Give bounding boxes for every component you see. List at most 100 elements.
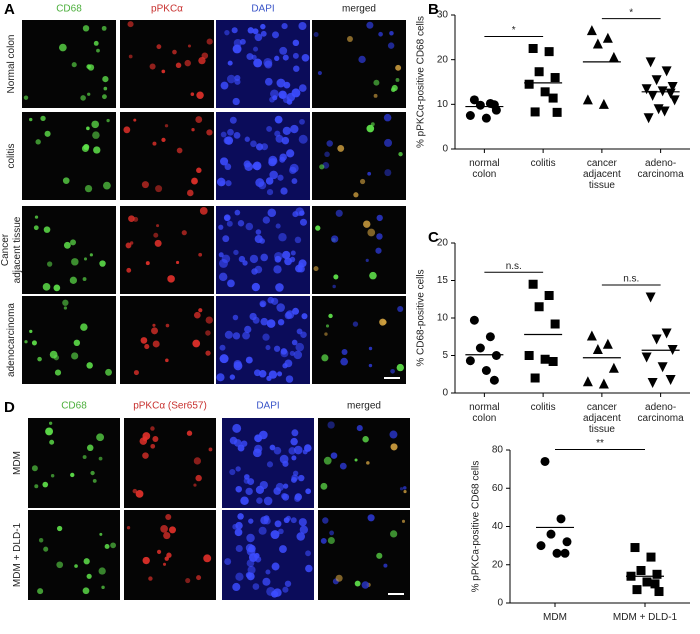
data-point — [481, 113, 491, 123]
cell-signal — [302, 449, 308, 455]
y-axis-label: % pPKCa-positive CD68 cells — [471, 461, 482, 593]
cell-signal — [82, 25, 90, 32]
cell-signal — [383, 563, 388, 568]
cell-signal — [191, 128, 195, 132]
cell-signal — [278, 528, 284, 535]
cell-signal — [232, 582, 241, 592]
cell-signal — [164, 556, 169, 561]
cell-signal — [266, 375, 272, 382]
data-point — [530, 373, 540, 383]
cell-signal — [291, 455, 297, 461]
cell-signal — [198, 252, 203, 257]
cell-signal — [105, 368, 112, 376]
cell-signal — [34, 484, 39, 489]
cell-signal — [335, 574, 343, 582]
cell-signal — [199, 207, 208, 215]
cell-signal — [333, 274, 339, 280]
cell-signal — [198, 308, 203, 313]
cell-signal — [347, 36, 353, 42]
cell-signal — [289, 350, 295, 356]
y-tick-label: 30 — [437, 10, 449, 21]
cell-signal — [326, 140, 333, 147]
cell-signal — [99, 260, 106, 267]
cell-signal — [252, 583, 260, 590]
column-header: DAPI — [251, 4, 274, 15]
cell-signal — [145, 261, 150, 266]
data-point — [536, 541, 546, 551]
cell-signal — [320, 537, 327, 544]
data-point — [641, 352, 652, 363]
cell-signal — [245, 222, 254, 231]
x-tick-label: cancer adjacent tissue — [583, 402, 621, 435]
cell-signal — [86, 362, 93, 369]
cell-signal — [330, 452, 338, 459]
data-point — [592, 38, 603, 49]
cell-signal — [299, 218, 308, 226]
cell-signal — [383, 113, 392, 122]
cell-signal — [298, 84, 307, 92]
cell-signal — [40, 115, 46, 122]
cell-signal — [31, 465, 38, 472]
cell-signal — [135, 490, 144, 498]
cell-signal — [232, 314, 239, 321]
cell-signal — [260, 317, 269, 326]
data-point — [586, 330, 597, 341]
cell-signal — [284, 580, 292, 587]
cell-signal — [87, 64, 95, 71]
cell-signal — [367, 228, 376, 237]
cell-signal — [160, 525, 168, 533]
cell-signal — [229, 436, 238, 445]
cell-signal — [294, 493, 302, 501]
cell-signal — [275, 482, 284, 492]
micrograph — [22, 206, 116, 294]
cell-signal — [390, 368, 395, 374]
data-point — [556, 514, 566, 524]
cell-signal — [266, 461, 274, 468]
cell-signal — [390, 530, 398, 538]
cell-signal — [196, 167, 202, 174]
cell-signal — [152, 141, 157, 146]
cell-signal — [369, 271, 377, 280]
data-point — [534, 67, 544, 77]
cell-signal — [225, 180, 232, 187]
cell-signal — [329, 530, 335, 536]
cell-signal — [93, 146, 101, 154]
cell-signal — [297, 474, 305, 482]
cell-signal — [293, 65, 300, 72]
cell-signal — [48, 421, 53, 425]
cell-signal — [296, 328, 303, 335]
cell-signal — [264, 77, 273, 86]
cell-signal — [399, 487, 404, 491]
cell-signal — [267, 296, 275, 304]
cell-signal — [274, 130, 281, 137]
micrograph — [28, 418, 120, 508]
x-tick-label: adeno-carcinoma — [638, 402, 685, 424]
cell-signal — [319, 164, 325, 170]
data-point — [524, 79, 534, 89]
cell-signal — [86, 444, 94, 452]
cell-signal — [156, 549, 162, 554]
micrograph — [28, 510, 120, 600]
cell-signal — [185, 577, 191, 584]
cell-signal — [152, 323, 156, 327]
cell-signal — [281, 22, 288, 30]
cell-signal — [273, 446, 282, 455]
x-tick-label: colitis — [531, 158, 556, 169]
cell-signal — [376, 552, 383, 559]
cell-signal — [313, 32, 319, 38]
y-tick-label: 0 — [442, 388, 448, 399]
cell-signal — [265, 177, 274, 185]
cell-signal — [275, 134, 284, 143]
data-point — [651, 75, 662, 86]
cell-signal — [165, 358, 169, 363]
cell-signal — [321, 354, 329, 362]
cell-signal — [363, 220, 371, 228]
cell-signal — [292, 211, 299, 218]
cell-signal — [74, 564, 78, 568]
data-point — [630, 543, 640, 553]
cell-signal — [389, 31, 394, 36]
column-header: CD68 — [61, 401, 87, 412]
cell-signal — [71, 352, 79, 360]
cell-signal — [262, 577, 271, 586]
